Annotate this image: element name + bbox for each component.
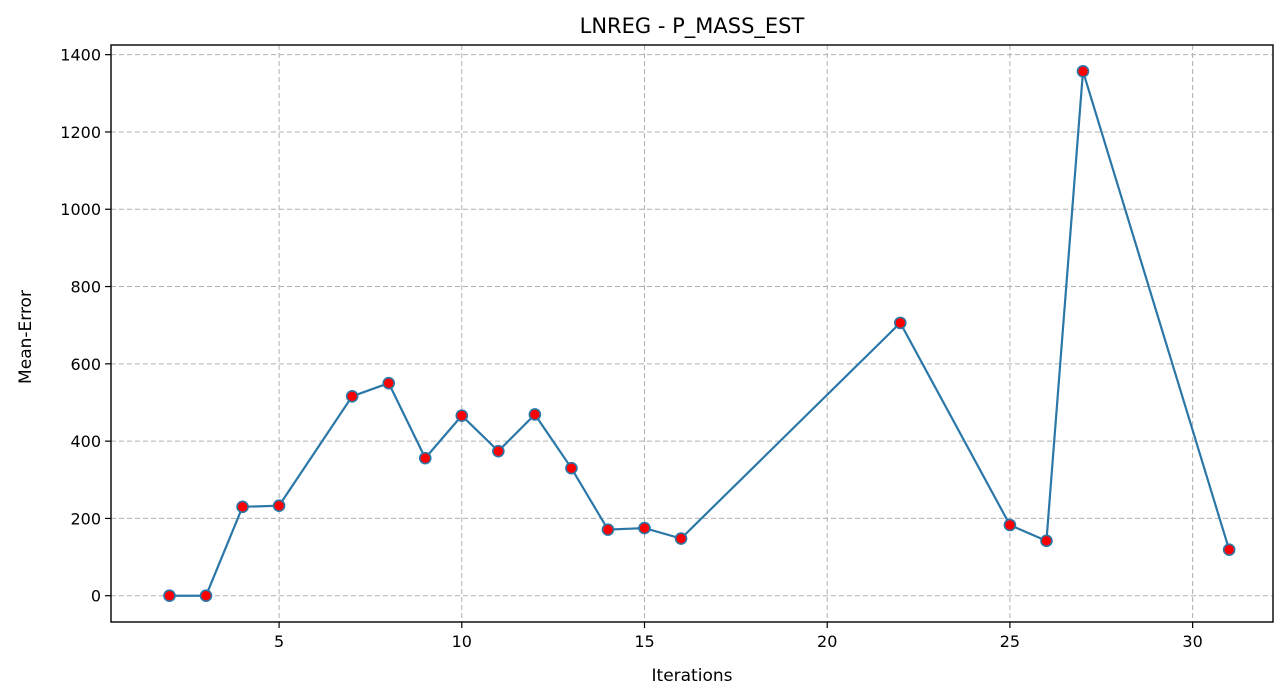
y-tick-label: 800 bbox=[70, 278, 101, 297]
x-tick-label: 25 bbox=[1000, 632, 1020, 651]
y-tick-label: 600 bbox=[70, 355, 101, 374]
x-axis-title: Iterations bbox=[652, 666, 733, 686]
y-tick-label: 1000 bbox=[60, 200, 101, 219]
data-point bbox=[163, 589, 176, 603]
data-point bbox=[893, 316, 907, 330]
data-point bbox=[272, 499, 286, 512]
data-point bbox=[345, 390, 359, 403]
y-tick-label: 200 bbox=[70, 509, 101, 528]
data-point bbox=[492, 444, 505, 458]
data-point bbox=[674, 532, 688, 545]
y-tick-label: 0 bbox=[91, 587, 101, 606]
data-point bbox=[565, 461, 578, 475]
series-markers bbox=[163, 64, 1236, 603]
data-point bbox=[236, 500, 249, 514]
data-point bbox=[455, 409, 469, 422]
y-tick-label: 1400 bbox=[60, 46, 101, 65]
plot-frame bbox=[110, 44, 1274, 623]
y-tick-label: 1200 bbox=[60, 123, 101, 142]
data-point bbox=[382, 376, 396, 390]
x-tick-label: 30 bbox=[1182, 632, 1202, 651]
data-point bbox=[638, 521, 651, 535]
data-point bbox=[1040, 534, 1053, 548]
grid bbox=[111, 45, 1273, 622]
data-point bbox=[528, 408, 542, 421]
data-point bbox=[418, 451, 432, 465]
chart-title: LNREG - P_MASS_EST bbox=[580, 14, 805, 39]
data-point bbox=[1076, 64, 1090, 78]
x-axis: 5 10 15 20 25 30 bbox=[274, 622, 1203, 651]
y-axis-title: Mean-Error bbox=[16, 290, 36, 384]
y-axis: 0 200 400 600 800 1000 1200 1400 bbox=[60, 46, 111, 606]
x-tick-label: 15 bbox=[634, 632, 654, 651]
x-tick-label: 5 bbox=[274, 632, 284, 651]
y-tick-label: 400 bbox=[70, 432, 101, 451]
data-point bbox=[1003, 518, 1017, 532]
series-line bbox=[169, 70, 1231, 597]
data-point bbox=[1222, 543, 1236, 557]
data-point bbox=[601, 523, 615, 536]
x-tick-label: 20 bbox=[817, 632, 837, 651]
x-tick-label: 10 bbox=[452, 632, 472, 651]
data-point bbox=[199, 589, 213, 603]
